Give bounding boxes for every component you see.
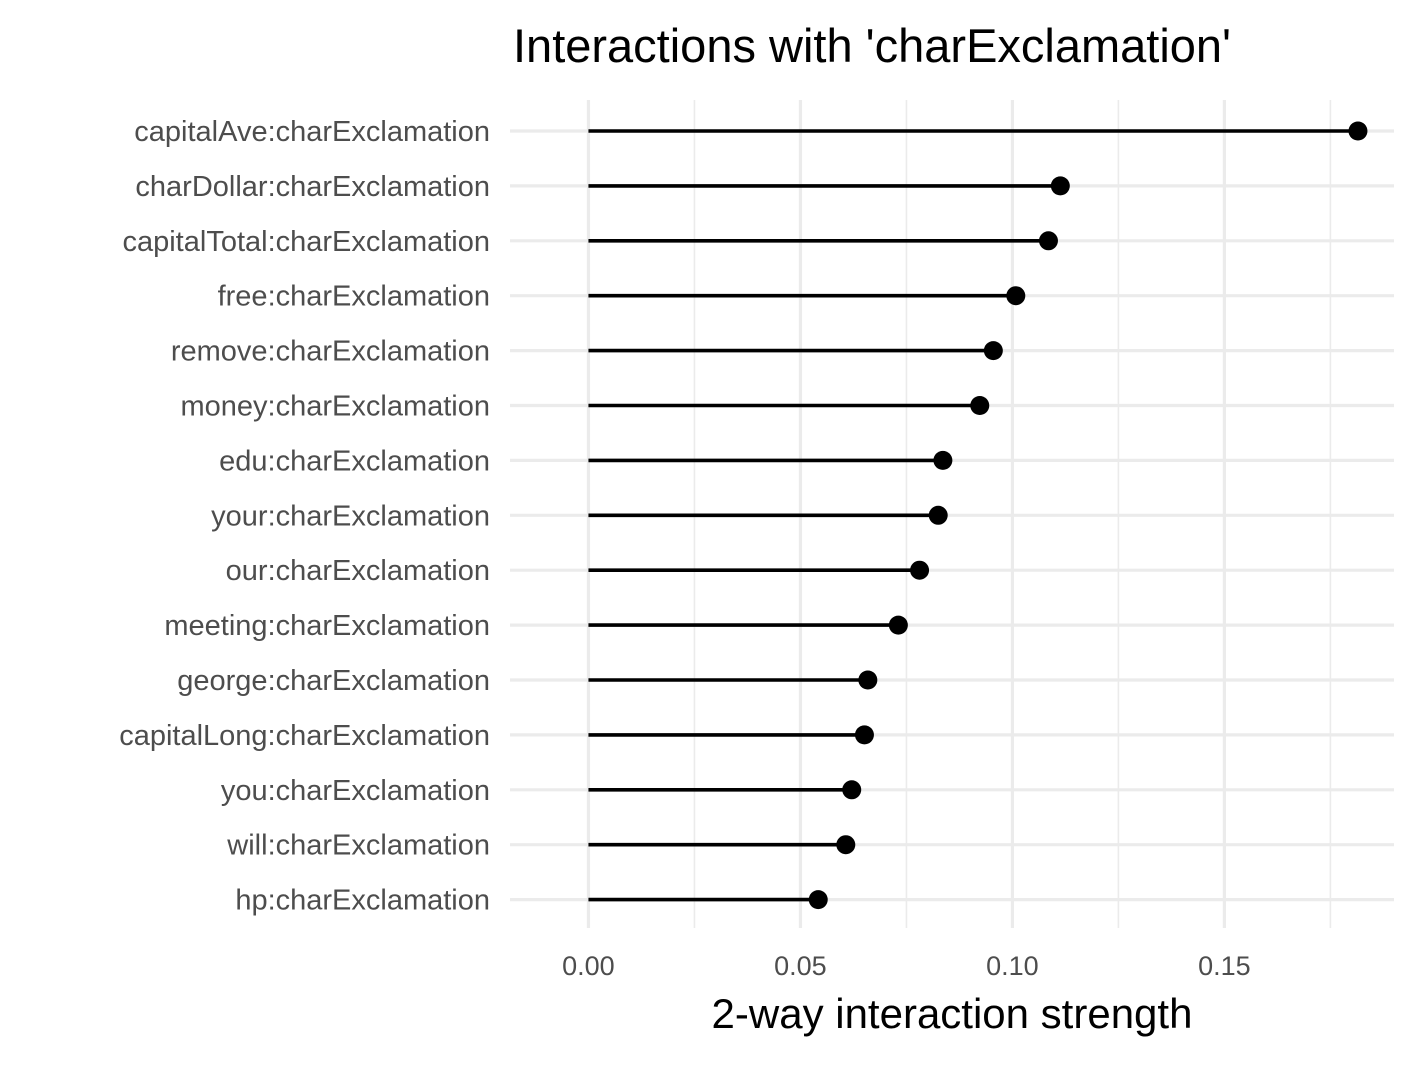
lollipop-point xyxy=(933,450,953,470)
lollipop-point xyxy=(1050,176,1070,196)
lollipop-point xyxy=(983,341,1003,361)
lollipop-point xyxy=(888,615,908,635)
lollipop-point xyxy=(854,725,874,745)
y-tick-label: you:charExclamation xyxy=(221,775,490,807)
lollipop-point xyxy=(808,890,828,910)
x-tick-label: 0.00 xyxy=(562,951,615,981)
lollipop-point xyxy=(842,780,862,800)
y-tick-label: money:charExclamation xyxy=(181,391,490,423)
x-tick-label: 0.05 xyxy=(774,951,827,981)
chart-title: Interactions with 'charExclamation' xyxy=(513,19,1231,72)
y-tick-label: george:charExclamation xyxy=(177,665,490,697)
lollipop-point xyxy=(970,396,990,415)
x-tick-label: 0.15 xyxy=(1198,951,1251,981)
y-tick-label: your:charExclamation xyxy=(211,500,490,532)
y-tick-label: remove:charExclamation xyxy=(171,336,490,368)
y-tick-label: meeting:charExclamation xyxy=(164,610,490,642)
y-tick-label: edu:charExclamation xyxy=(219,445,490,477)
y-tick-label: hp:charExclamation xyxy=(235,885,490,917)
lollipop-point xyxy=(1348,121,1368,141)
lollipop-point xyxy=(1006,286,1026,306)
lollipop-point xyxy=(1038,231,1058,251)
dot-layer xyxy=(808,121,1368,910)
x-axis-title: 2-way interaction strength xyxy=(712,990,1193,1037)
y-tick-labels: capitalAve:charExclamation charDollar:cha… xyxy=(119,116,490,917)
y-tick-label: will:charExclamation xyxy=(226,830,490,862)
x-tick-label: 0.10 xyxy=(986,951,1039,981)
lollipop-point xyxy=(858,670,878,690)
y-tick-label: capitalTotal:charExclamation xyxy=(122,226,490,258)
lollipop-point xyxy=(836,835,856,855)
lollipop-point xyxy=(910,560,930,580)
y-tick-label: capitalAve:charExclamation xyxy=(134,116,490,148)
y-tick-label: our:charExclamation xyxy=(226,555,490,587)
y-tick-label: charDollar:charExclamation xyxy=(135,171,490,203)
y-tick-label: capitalLong:charExclamation xyxy=(119,720,490,752)
lollipop-point xyxy=(928,505,948,525)
stem-layer xyxy=(588,129,1358,902)
y-tick-label: free:charExclamation xyxy=(218,281,490,313)
x-tick-labels: 0.00 0.05 0.10 0.15 xyxy=(562,951,1251,981)
